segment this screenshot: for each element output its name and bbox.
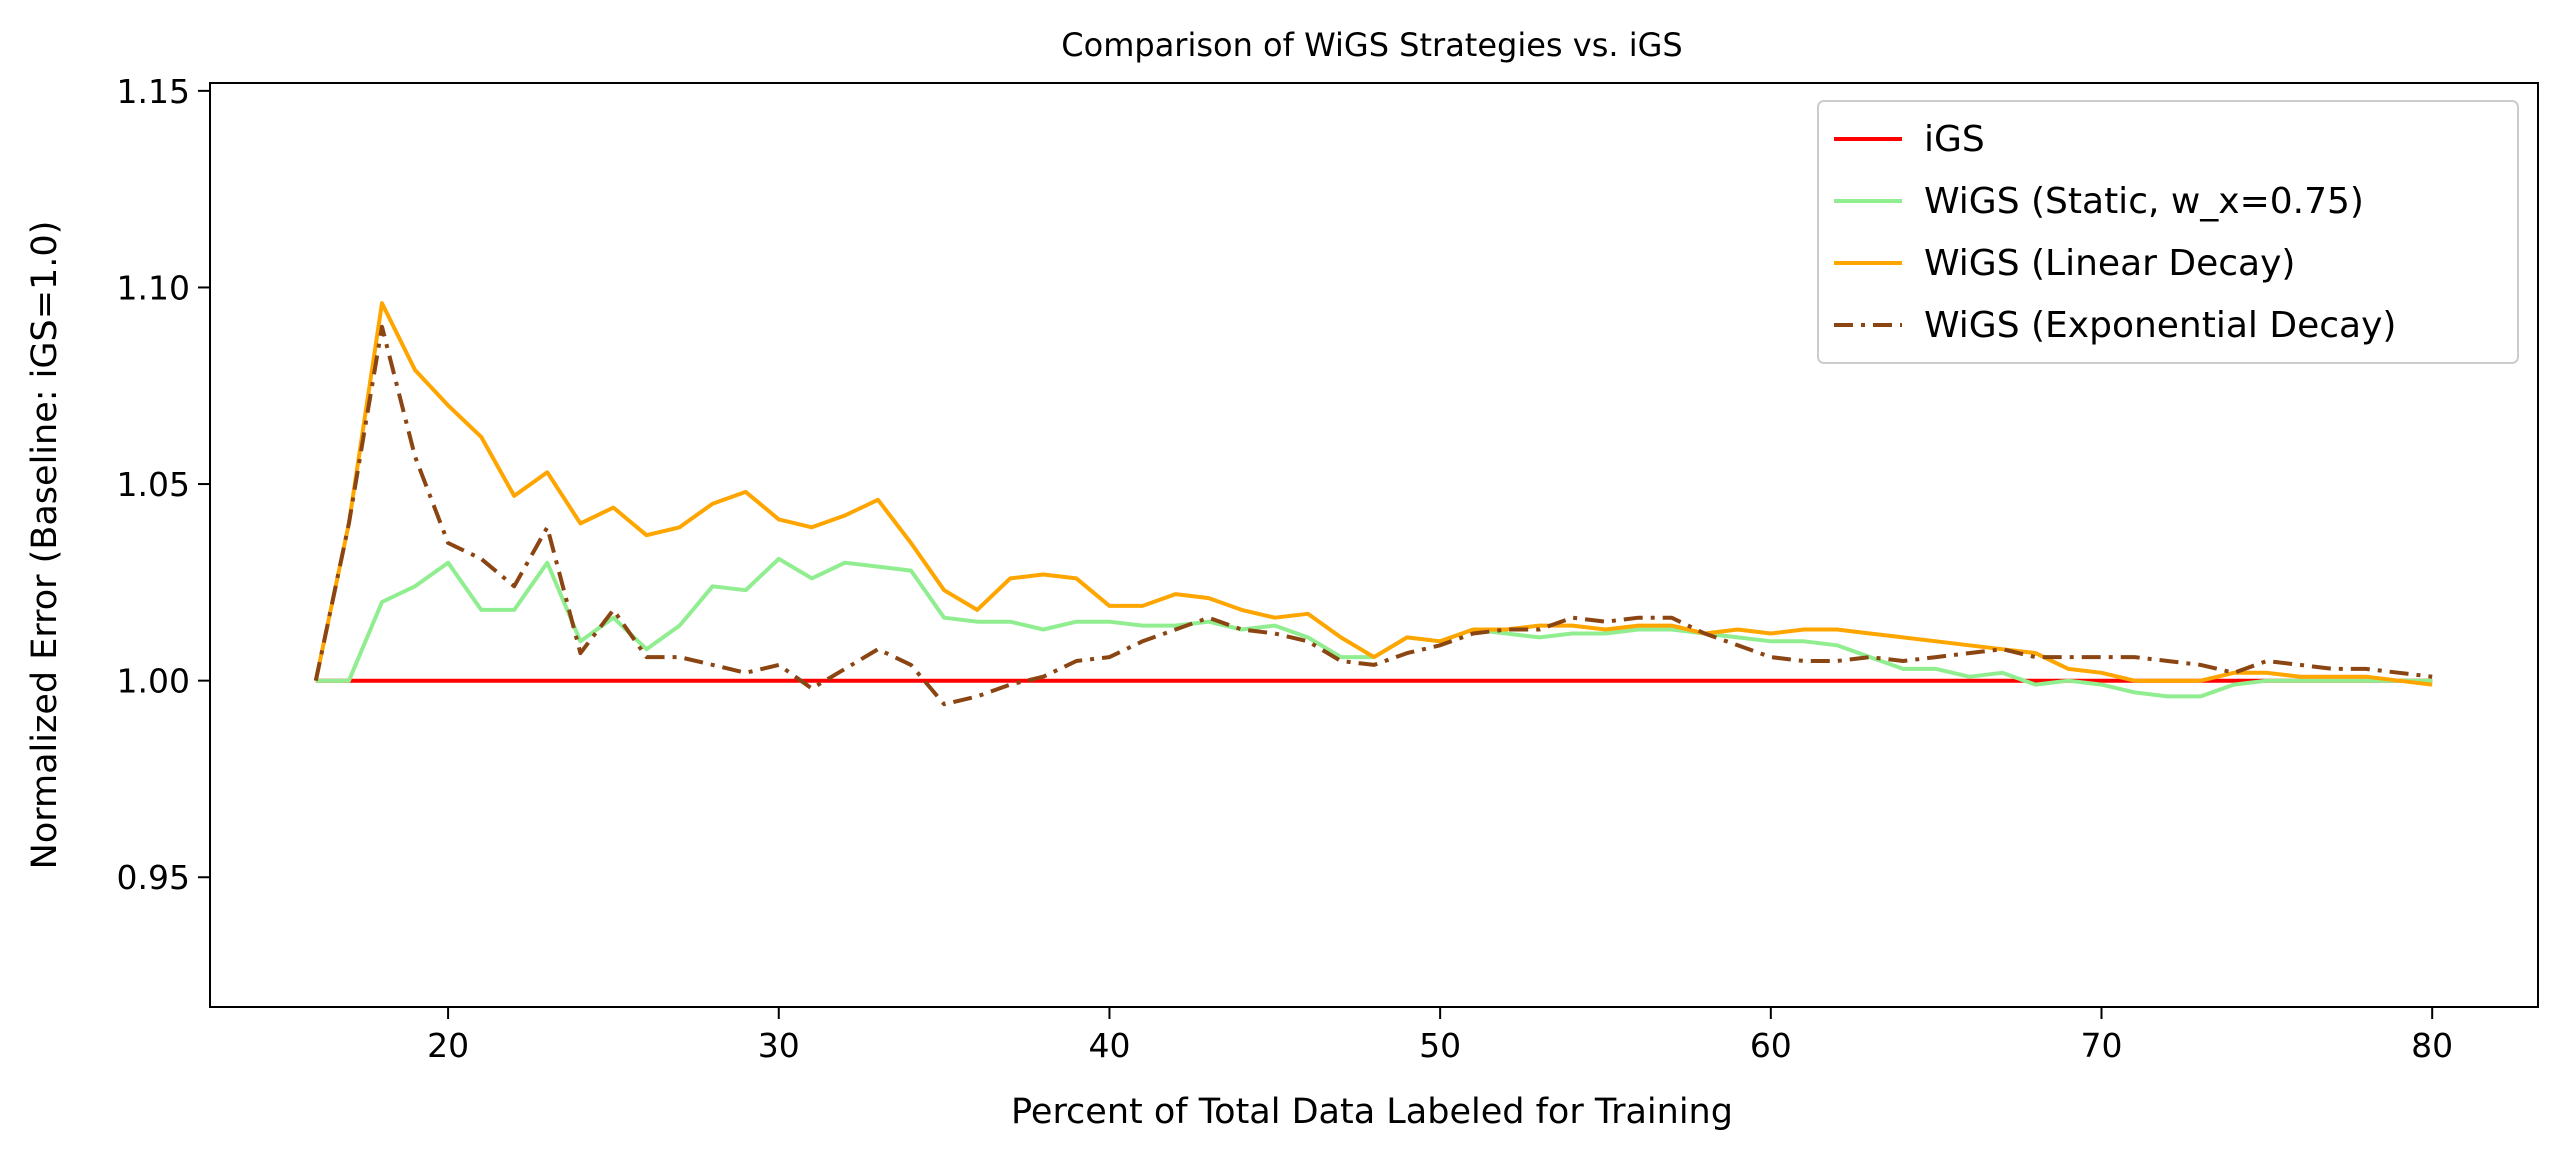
series-line-2 bbox=[313, 301, 2433, 687]
x-tick-label: 50 bbox=[1419, 1026, 1461, 1065]
y-tick-label: 1.15 bbox=[117, 72, 190, 111]
x-tick-label: 70 bbox=[2081, 1026, 2123, 1065]
plot-frame bbox=[209, 82, 2539, 1008]
y-tick-label: 1.05 bbox=[117, 465, 190, 504]
x-tick-label: 60 bbox=[1750, 1026, 1792, 1065]
x-tick-label: 80 bbox=[2411, 1026, 2453, 1065]
x-tick-label: 30 bbox=[758, 1026, 800, 1065]
x-tick-label: 40 bbox=[1088, 1026, 1130, 1065]
y-axis-label: Normalized Error (Baseline: iGS=1.0) bbox=[25, 221, 65, 870]
chart-title: Comparison of WiGS Strategies vs. iGS bbox=[1061, 26, 1682, 64]
legend-frame bbox=[1817, 100, 2519, 364]
y-tick-label: 1.00 bbox=[117, 662, 190, 701]
series-line-3 bbox=[313, 324, 2433, 707]
y-tick-label: 0.95 bbox=[117, 858, 190, 897]
y-tick-label: 1.10 bbox=[117, 268, 190, 307]
legend-label: WiGS (Exponential Decay) bbox=[1924, 305, 2396, 346]
axes-group: 20 30 40 50 60 70 80 0.95 1.00 1.05 1.10 1.15 bbox=[117, 72, 2454, 1065]
series-group bbox=[313, 301, 2433, 707]
x-axis-label: Percent of Total Data Labeled for Traini… bbox=[1011, 1092, 1733, 1132]
legend: iGS WiGS (Static, w_x=0.75) WiGS (Linear D… bbox=[1817, 100, 2519, 364]
legend-label: iGS bbox=[1924, 119, 1985, 160]
x-tick-label: 20 bbox=[427, 1026, 469, 1065]
legend-label: WiGS (Linear Decay) bbox=[1924, 243, 2295, 284]
legend-label: WiGS (Static, w_x=0.75) bbox=[1924, 181, 2364, 222]
